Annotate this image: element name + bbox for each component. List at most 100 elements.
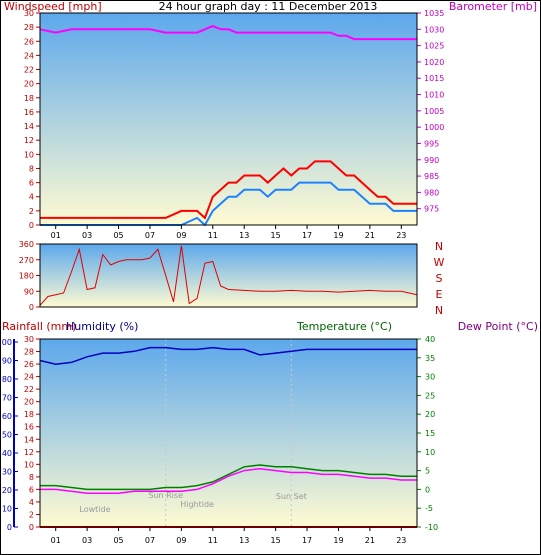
x-tick-label: 13 <box>239 536 249 545</box>
humidity-tick-label: 60 <box>2 412 12 421</box>
x-tick-label: 13 <box>239 231 249 240</box>
compass-label: N <box>435 304 443 317</box>
rain-tick-label: 6 <box>29 485 34 494</box>
rain-tick-label: 4 <box>29 498 34 507</box>
x-tick-label: 19 <box>333 231 343 240</box>
direction-tick-label: 0 <box>29 303 34 312</box>
rain-humidity-temperature-panel: Rainfall (mm)Humidity (%) Temperature (°C… <box>0 320 538 545</box>
annotation-label: Sun Set <box>276 492 307 501</box>
humidity-axis-label: Humidity (%) <box>66 320 138 333</box>
x-tick-label: 01 <box>51 231 61 240</box>
wind-direction-line <box>39 245 418 306</box>
rain-tick-label: 18 <box>24 410 34 419</box>
x-tick-label: 15 <box>271 536 281 545</box>
barometer-tick-label: 1000 <box>424 123 444 132</box>
wind-tick-label: 4 <box>29 193 34 202</box>
dewpoint-axis-label: Dew Point (°C) <box>458 320 538 333</box>
temperature-plot-area <box>40 339 417 527</box>
humidity-tick-label: 40 <box>2 449 12 458</box>
wind-tick-label: 28 <box>24 23 34 32</box>
temperature-tick-label: 5 <box>425 467 430 476</box>
wind-tick-label: 14 <box>24 122 34 131</box>
humidity-tick-label: 20 <box>2 486 12 495</box>
x-tick-label: 23 <box>396 536 406 545</box>
rain-tick-label: 12 <box>24 448 34 457</box>
barometer-tick-label: 985 <box>424 172 439 181</box>
barometer-tick-label: 1035 <box>424 9 444 18</box>
temperature-plot-border <box>39 338 418 528</box>
rain-tick-label: 0 <box>29 523 34 532</box>
wind-barometer-panel: Windspeed [mph] Barometer [mb]02468101214… <box>4 0 537 240</box>
wind-tick-label: 0 <box>29 221 34 230</box>
x-tick-label: 19 <box>333 536 343 545</box>
direction-plot-area <box>40 244 417 307</box>
rain-tick-label: 16 <box>24 423 34 432</box>
x-tick-label: 15 <box>271 231 281 240</box>
temperature-axis-label: Temperature (°C) <box>296 320 392 333</box>
wind-gust-line <box>40 160 417 220</box>
barometer-tick-label: 1005 <box>424 107 444 116</box>
wind-tick-label: 2 <box>29 207 34 216</box>
humidity-tick-label: 50 <box>2 431 12 440</box>
annotation-label: Hightide <box>180 500 214 509</box>
temperature-tick-label: 25 <box>425 391 435 400</box>
x-tick-label: 03 <box>82 536 92 545</box>
x-tick-label: 05 <box>113 231 123 240</box>
x-tick-label: 21 <box>365 231 375 240</box>
wind-tick-label: 26 <box>24 37 34 46</box>
wind-tick-label: 24 <box>24 51 34 60</box>
barometer-tick-label: 990 <box>424 156 439 165</box>
barometer-axis-label: Barometer [mb] <box>449 0 537 13</box>
wind-tick-label: 12 <box>24 136 34 145</box>
compass-label: S <box>436 272 443 285</box>
humidity-tick-label: 10 <box>2 505 12 514</box>
direction-plot-border <box>39 243 418 308</box>
x-tick-label: 11 <box>208 536 218 545</box>
direction-tick-label: 90 <box>24 287 34 296</box>
wind-tick-label: 16 <box>24 108 34 117</box>
dewpoint-line <box>40 467 417 494</box>
temperature-tick-label: 15 <box>425 429 435 438</box>
direction-tick-label: 270 <box>19 256 34 265</box>
barometer-tick-label: 1015 <box>424 74 444 83</box>
compass-label: W <box>434 256 445 269</box>
direction-tick-label: 360 <box>19 240 34 249</box>
x-tick-label: 03 <box>82 231 92 240</box>
rain-tick-label: 30 <box>24 335 34 344</box>
wind-tick-label: 30 <box>24 9 34 18</box>
temperature-tick-label: 10 <box>425 448 435 457</box>
barometer-tick-label: 1025 <box>424 42 444 51</box>
rain-tick-label: 24 <box>24 373 34 382</box>
wind-plot-border <box>39 12 418 226</box>
barometer-tick-label: 1010 <box>424 91 444 100</box>
humidity-tick-label: 30 <box>2 468 12 477</box>
barometer-tick-label: 995 <box>424 139 439 148</box>
temperature-tick-label: -5 <box>425 504 433 513</box>
wind-tick-label: 8 <box>29 164 34 173</box>
rain-tick-label: 20 <box>24 398 34 407</box>
temperature-tick-label: 20 <box>425 410 435 419</box>
rainfall-axis-label: Rainfall (mm) <box>2 320 76 333</box>
x-tick-label: 21 <box>365 536 375 545</box>
wind-tick-label: 20 <box>24 80 34 89</box>
x-tick-label: 07 <box>145 231 155 240</box>
annotation-label: Lowtide <box>79 505 110 514</box>
humidity-tick-label: 80 <box>2 375 12 384</box>
wind-tick-label: 10 <box>24 150 34 159</box>
barometer-tick-label: 1020 <box>424 58 444 67</box>
rain-tick-label: 26 <box>24 360 34 369</box>
temperature-tick-label: 40 <box>425 335 435 344</box>
x-tick-label: 09 <box>176 536 186 545</box>
x-tick-label: 23 <box>396 231 406 240</box>
x-tick-label: 17 <box>302 536 312 545</box>
barometer-tick-label: 975 <box>424 205 439 214</box>
wind-axis-label: Windspeed [mph] <box>4 0 102 13</box>
rain-tick-label: 14 <box>24 435 34 444</box>
humidity-tick-label: 0 <box>7 523 12 532</box>
temperature-tick-label: -10 <box>425 523 438 532</box>
x-tick-label: 09 <box>176 231 186 240</box>
rain-tick-label: 8 <box>29 473 34 482</box>
x-tick-label: 01 <box>51 536 61 545</box>
